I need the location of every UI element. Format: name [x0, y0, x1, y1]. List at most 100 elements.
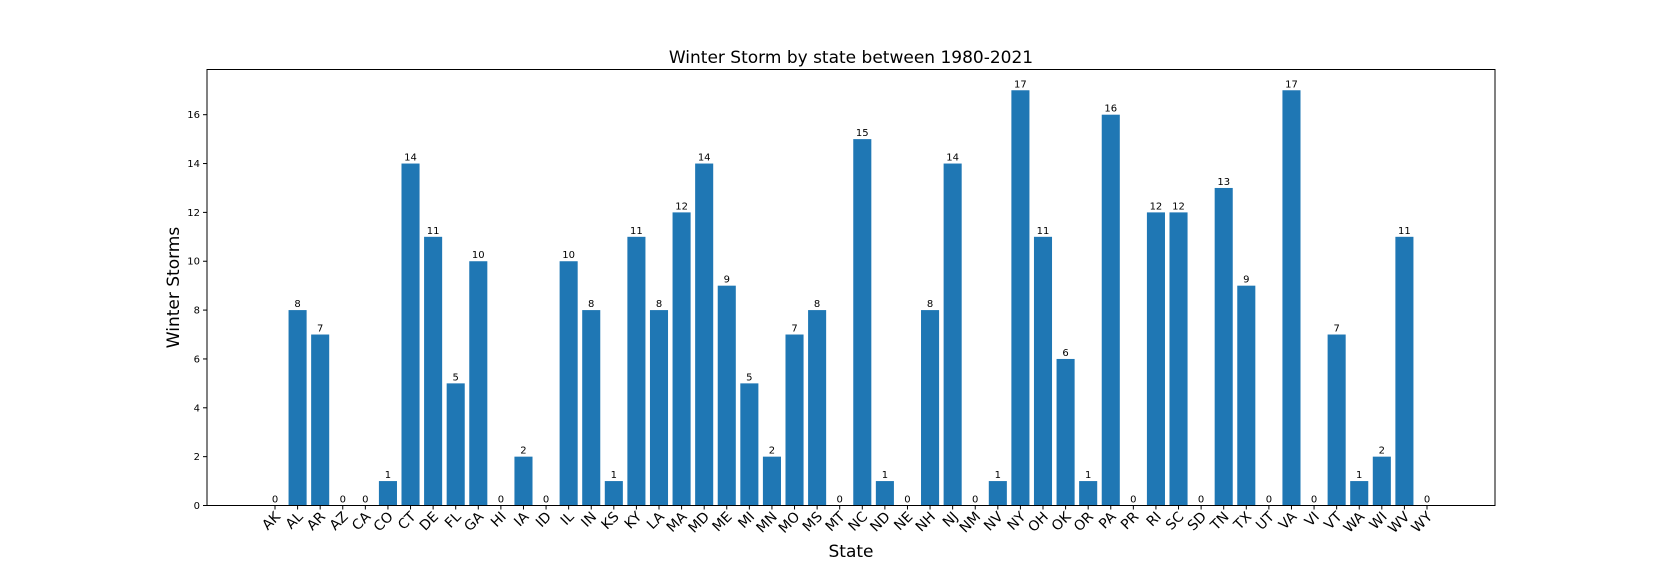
bar-mi [740, 383, 759, 506]
data-label-mn: 2 [769, 446, 775, 457]
data-label-ny: 17 [1014, 79, 1027, 90]
x-tick-label: TX [1230, 509, 1255, 534]
bar-me [717, 285, 736, 506]
data-label-ga: 10 [472, 250, 485, 261]
y-tick-label: 16 [187, 110, 200, 121]
x-tick-label: DE [417, 509, 442, 534]
bar-ks [604, 481, 623, 506]
bar-nh [921, 310, 940, 506]
bar-pa [1101, 114, 1120, 506]
x-tick-label: RI [1144, 509, 1165, 530]
x-tick-label: CT [395, 509, 420, 534]
x-tick-label: WV [1385, 509, 1413, 537]
x-tick-label: PA [1096, 509, 1120, 533]
data-label-wy: 0 [1424, 495, 1430, 506]
data-label-ia: 2 [520, 446, 526, 457]
x-tick-label: NM [957, 509, 984, 536]
data-label-ri: 12 [1150, 201, 1163, 212]
x-tick-label: MA [664, 509, 691, 536]
x-tick-label: MS [800, 509, 826, 535]
x-tick-label: MD [686, 509, 713, 536]
data-label-il: 10 [562, 250, 575, 261]
y-tick-label: 6 [194, 354, 200, 365]
x-tick-label: MO [776, 509, 804, 537]
bar-ct [401, 163, 420, 506]
x-tick-label: NH [913, 509, 939, 535]
y-axis-label: Winter Storms [164, 227, 184, 349]
data-label-nv: 1 [995, 470, 1001, 481]
bar-tn [1214, 187, 1233, 506]
data-label-nh: 8 [927, 299, 933, 310]
x-tick-label: WA [1341, 509, 1369, 537]
x-tick-label: WY [1409, 509, 1436, 536]
x-tick-label: AK [259, 508, 284, 533]
x-tick-label: PR [1118, 509, 1142, 533]
data-label-id: 0 [543, 495, 549, 506]
data-label-al: 8 [294, 299, 300, 310]
data-label-nd: 1 [882, 470, 888, 481]
data-label-tx: 9 [1243, 275, 1249, 286]
bar-nc [853, 139, 872, 506]
data-label-ky: 11 [630, 226, 643, 237]
data-label-pa: 16 [1104, 104, 1117, 115]
data-label-ca: 0 [362, 495, 368, 506]
bar-la [649, 310, 669, 506]
data-label-la: 8 [656, 299, 662, 310]
x-tick-label: NV [981, 509, 1007, 535]
x-tick-label: AL [283, 509, 307, 533]
bar-wa [1350, 481, 1369, 506]
data-label-wi: 2 [1379, 446, 1385, 457]
x-tick-label: ME [709, 509, 735, 535]
x-tick-label: NC [845, 509, 871, 535]
bar-ia [514, 456, 533, 506]
y-tick-label: 4 [194, 403, 200, 414]
bar-wi [1372, 456, 1391, 506]
data-label-co: 1 [385, 470, 391, 481]
data-label-ar: 7 [317, 324, 323, 335]
bar-sc [1169, 212, 1188, 506]
x-tick-label: VT [1321, 509, 1345, 533]
x-tick-label: VA [1276, 509, 1301, 534]
data-label-wv: 11 [1398, 226, 1411, 237]
x-tick-label: MI [735, 509, 758, 532]
data-label-va: 17 [1285, 79, 1298, 90]
bar-nd [875, 481, 894, 506]
y-axis: 0 2 4 6 8 10 12 14 16 [187, 110, 207, 512]
x-tick-label: GA [461, 509, 487, 535]
x-tick-label: IN [578, 509, 600, 531]
x-tick-label: AZ [327, 509, 352, 534]
data-label-in: 8 [588, 299, 594, 310]
bar-al [288, 310, 307, 506]
data-label-mi: 5 [746, 372, 752, 383]
chart-title: Winter Storm by state between 1980-2021 [669, 48, 1033, 68]
data-label-nj: 14 [946, 153, 959, 164]
bar-in [582, 310, 601, 506]
bar-de [424, 236, 443, 506]
x-tick-label: OK [1049, 508, 1075, 534]
x-tick-label: CA [349, 509, 374, 534]
bar-ga [469, 261, 488, 506]
bar-co [378, 481, 397, 506]
data-label-ak: 0 [272, 495, 278, 506]
x-tick-label: IA [511, 509, 532, 530]
data-label-mo: 7 [791, 324, 797, 335]
data-label-ms: 8 [814, 299, 820, 310]
bar-ms [808, 310, 827, 506]
y-tick-label: 14 [187, 159, 200, 170]
bar-il [559, 261, 578, 506]
bar-nv [988, 481, 1007, 506]
x-tick-label: ID [533, 509, 555, 531]
data-label-ut: 0 [1266, 495, 1272, 506]
data-label-ne: 0 [904, 495, 910, 506]
data-label-md: 14 [698, 153, 711, 164]
data-label-tn: 13 [1217, 177, 1230, 188]
bar-or [1079, 481, 1098, 506]
data-label-vt: 7 [1333, 324, 1339, 335]
data-label-fl: 5 [453, 372, 459, 383]
bar-ar [311, 334, 330, 506]
y-tick-label: 2 [194, 452, 200, 463]
